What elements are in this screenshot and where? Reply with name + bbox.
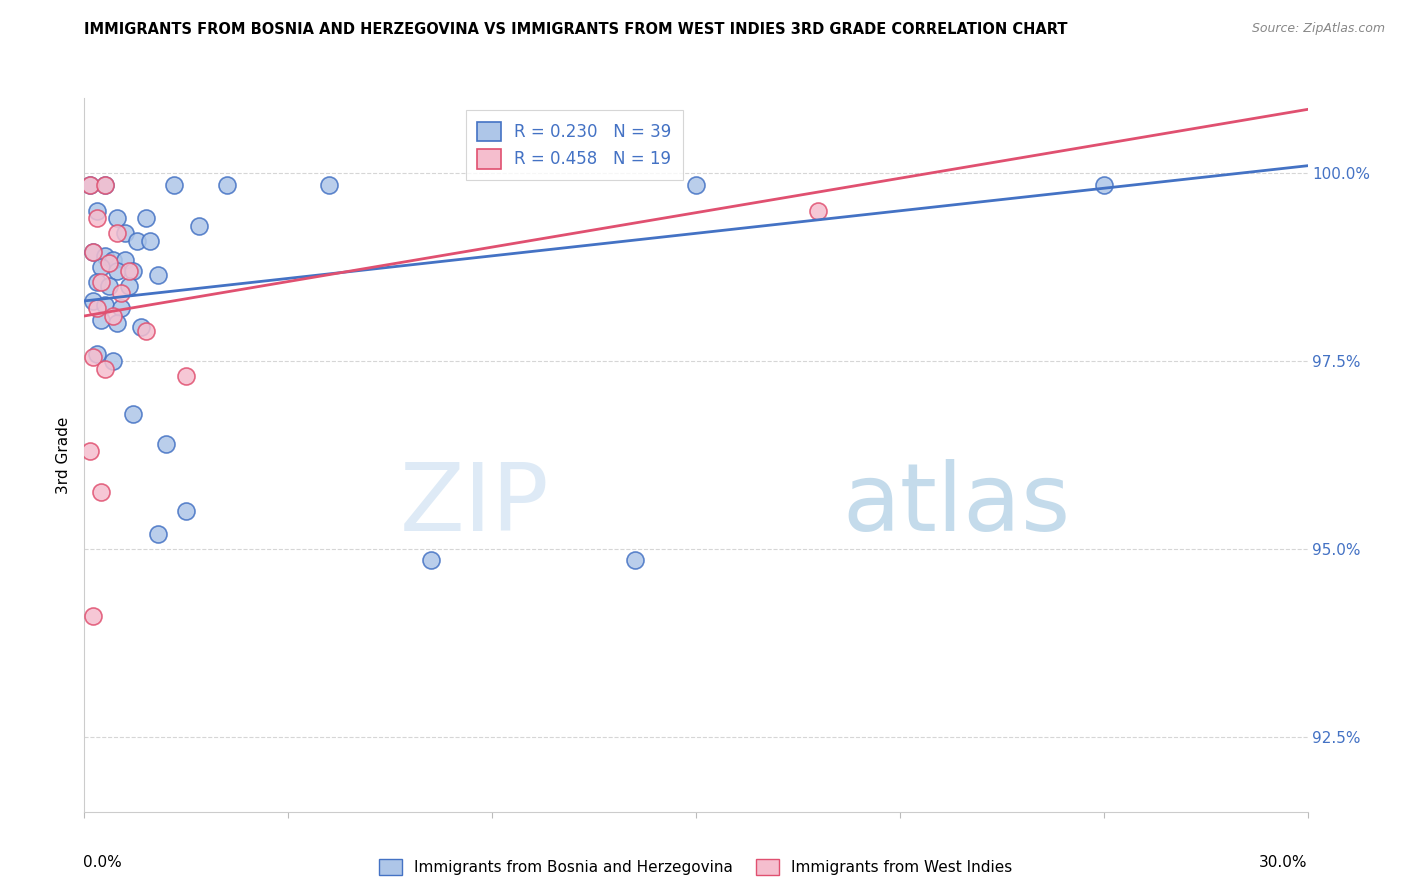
Point [90, 312, 112, 326]
Point [97, 256, 120, 270]
Point [82, 245, 104, 260]
Point [318, 178, 340, 192]
Point [101, 354, 124, 368]
Point [86, 275, 108, 289]
Point [79, 178, 101, 192]
Point [90, 275, 112, 289]
Point [135, 211, 157, 226]
Text: 0.0%: 0.0% [83, 855, 122, 870]
Point [624, 553, 647, 567]
Point [187, 219, 209, 233]
Point [101, 309, 124, 323]
Text: atlas: atlas [842, 458, 1071, 551]
Point [174, 504, 197, 518]
Point [105, 227, 128, 241]
Point [105, 211, 128, 226]
Point [114, 252, 136, 267]
Point [114, 227, 136, 241]
Point [122, 407, 145, 421]
Point [86, 203, 108, 218]
Point [131, 320, 153, 334]
Text: ZIP: ZIP [399, 458, 550, 551]
Point [138, 234, 160, 248]
Point [82, 351, 104, 365]
Point [118, 264, 141, 278]
Point [79, 444, 101, 458]
Point [82, 609, 104, 624]
Text: Source: ZipAtlas.com: Source: ZipAtlas.com [1251, 22, 1385, 36]
Point [118, 279, 141, 293]
Point [807, 203, 830, 218]
Point [110, 301, 132, 316]
Point [135, 324, 157, 338]
Point [146, 268, 169, 282]
Point [685, 178, 707, 192]
Point [122, 264, 145, 278]
Point [86, 211, 108, 226]
Point [217, 178, 239, 192]
Point [79, 178, 101, 192]
Point [93, 178, 117, 192]
Point [127, 234, 149, 248]
Point [93, 249, 117, 263]
Point [174, 369, 197, 384]
Text: IMMIGRANTS FROM BOSNIA AND HERZEGOVINA VS IMMIGRANTS FROM WEST INDIES 3RD GRADE : IMMIGRANTS FROM BOSNIA AND HERZEGOVINA V… [84, 22, 1069, 37]
Point [93, 178, 117, 192]
Point [86, 301, 108, 316]
Point [90, 485, 112, 500]
Point [82, 245, 104, 260]
Legend: R = 0.230   N = 39, R = 0.458   N = 19: R = 0.230 N = 39, R = 0.458 N = 19 [465, 110, 683, 180]
Point [90, 260, 112, 274]
Point [146, 526, 169, 541]
Point [110, 286, 132, 301]
Point [93, 298, 117, 312]
Point [86, 346, 108, 360]
Point [105, 317, 128, 331]
Point [97, 279, 120, 293]
Point [163, 178, 186, 192]
Point [93, 361, 117, 376]
Point [105, 264, 128, 278]
Text: 30.0%: 30.0% [1260, 855, 1308, 870]
Point [420, 553, 443, 567]
Y-axis label: 3rd Grade: 3rd Grade [56, 417, 72, 493]
Point [101, 252, 124, 267]
Point [1092, 178, 1115, 192]
Point [82, 293, 104, 308]
Point [155, 436, 177, 450]
